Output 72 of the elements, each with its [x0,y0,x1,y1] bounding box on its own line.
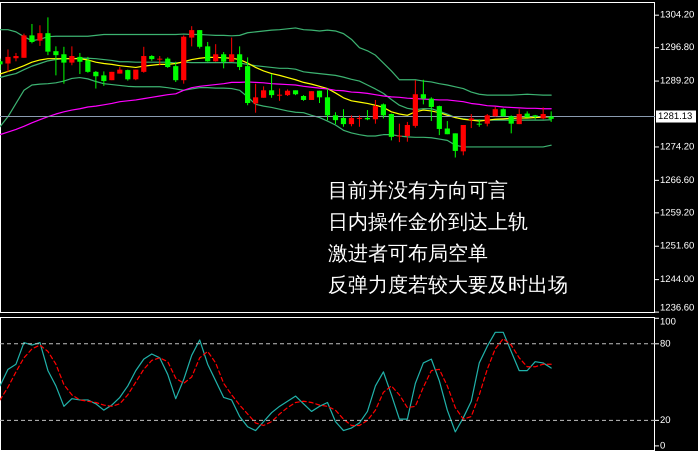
candlestick [452,132,458,158]
y-tick-label: 100 [660,316,676,328]
candlestick [332,112,338,125]
candlestick [29,23,35,44]
y-tick-label: 20 [660,414,671,426]
candlestick [548,110,554,122]
candlestick [436,105,442,136]
candlestick [237,46,242,71]
candlestick [396,123,402,143]
candlestick [380,102,386,119]
y-tick-label: 1266.60 [660,174,694,186]
candlestick [141,46,146,74]
line-series [0,27,552,96]
line-series [0,81,552,136]
candlestick [213,44,218,62]
candlestick [388,113,394,141]
candlestick [468,114,474,129]
candlestick [516,108,522,125]
candlestick [484,114,490,127]
annotation: 日内操作金价到达上轨 [328,212,528,234]
candlestick [276,88,282,102]
y-tick-label: 0 [660,440,666,451]
y-tick-label: 1304.20 [660,10,694,21]
y-tick-label: 1236.60 [660,302,694,314]
candlestick [372,99,378,124]
candlestick [85,56,90,74]
candlestick [157,56,162,66]
candlestick [101,70,106,86]
y-tick-label: 1244.00 [660,274,694,286]
candlestick [133,69,138,81]
candlestick [348,114,354,127]
candlestick [5,48,11,72]
candlestick [77,52,82,75]
y-tick-label: 1289.20 [660,76,694,87]
candlestick [21,33,27,58]
candlestick [45,16,51,56]
candlestick [53,46,59,76]
candlestick [221,52,226,69]
candlestick [492,106,498,118]
candlestick [125,69,130,82]
candlestick [540,106,546,120]
candlestick [260,86,266,98]
candlestick [508,114,514,134]
annotation: 激进者可布局空单 [328,243,488,265]
candlestick [253,83,258,114]
candlestick [197,30,202,50]
y-tick-label: 80 [660,338,671,350]
y-tick-label: 1296.80 [660,42,694,54]
y-tick-label: 1251.60 [660,240,694,252]
candlestick [61,46,66,84]
candlestick [37,24,43,46]
y-tick-label: 1259.20 [660,207,694,218]
candlestick [356,114,362,128]
annotation: 反弹力度若较大要及时出场 [328,274,568,296]
candlestick [173,61,178,82]
candlestick [364,110,370,121]
candlestick [229,37,234,62]
candlestick [340,108,346,128]
ref-line-label: 1281.13 [658,111,692,122]
candlestick [189,26,194,47]
candlestick [316,90,322,104]
candlestick [404,121,410,142]
annotation: 目前并没有方向可言 [328,179,508,202]
candlestick [165,56,170,68]
candlestick [69,46,74,66]
candlestick [444,120,450,135]
candlestick [324,88,330,121]
candlestick [268,74,274,98]
candlestick [420,79,426,105]
candlestick [205,41,210,62]
y-tick-label: 1274.20 [660,141,694,152]
candlestick [428,96,434,122]
